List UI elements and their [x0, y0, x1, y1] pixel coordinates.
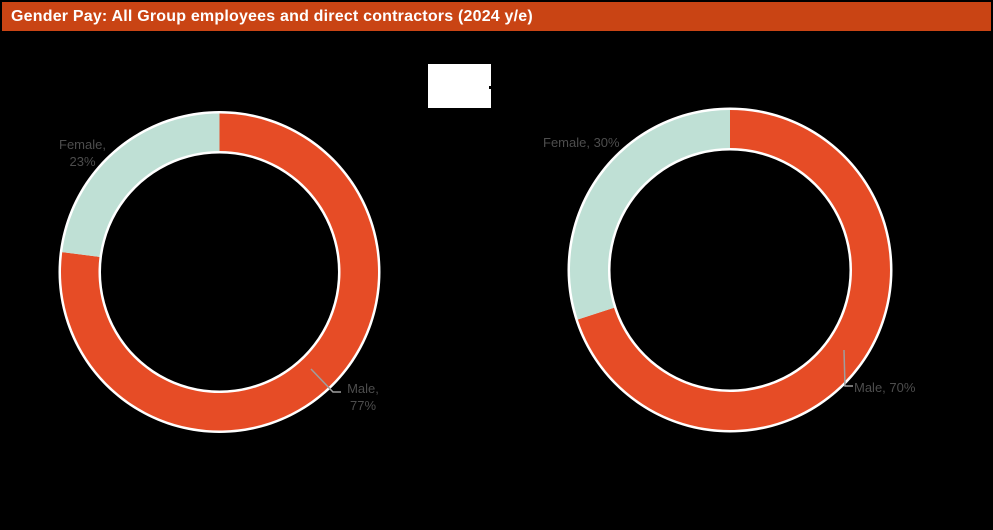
leader-line-left-male — [310, 368, 341, 393]
label-line: Male, — [347, 381, 379, 396]
blank-overlay-box — [428, 64, 491, 108]
overlay-notch-right — [489, 86, 492, 89]
label-line: 77% — [349, 398, 377, 413]
label-line: Female, — [59, 137, 106, 152]
label-line: 23% — [69, 154, 96, 169]
label-left-male: Male, 77% — [330, 380, 396, 414]
donut-right-segment-female — [569, 110, 730, 320]
label-right-female: Female, 30% — [543, 134, 620, 151]
overlay-notch-left — [425, 86, 428, 89]
donut-right-border-ring — [567, 107, 893, 433]
page-title: Gender Pay: All Group employees and dire… — [11, 7, 533, 25]
leader-line-right-male — [843, 349, 853, 387]
label-left-female: Female, 23% — [40, 136, 125, 170]
title-banner: Gender Pay: All Group employees and dire… — [2, 2, 991, 31]
label-right-male: Male, 70% — [854, 379, 915, 396]
label-line: Female, 30% — [543, 135, 620, 150]
label-line: Male, 70% — [854, 380, 916, 395]
donut-left-segment-female — [62, 113, 220, 257]
